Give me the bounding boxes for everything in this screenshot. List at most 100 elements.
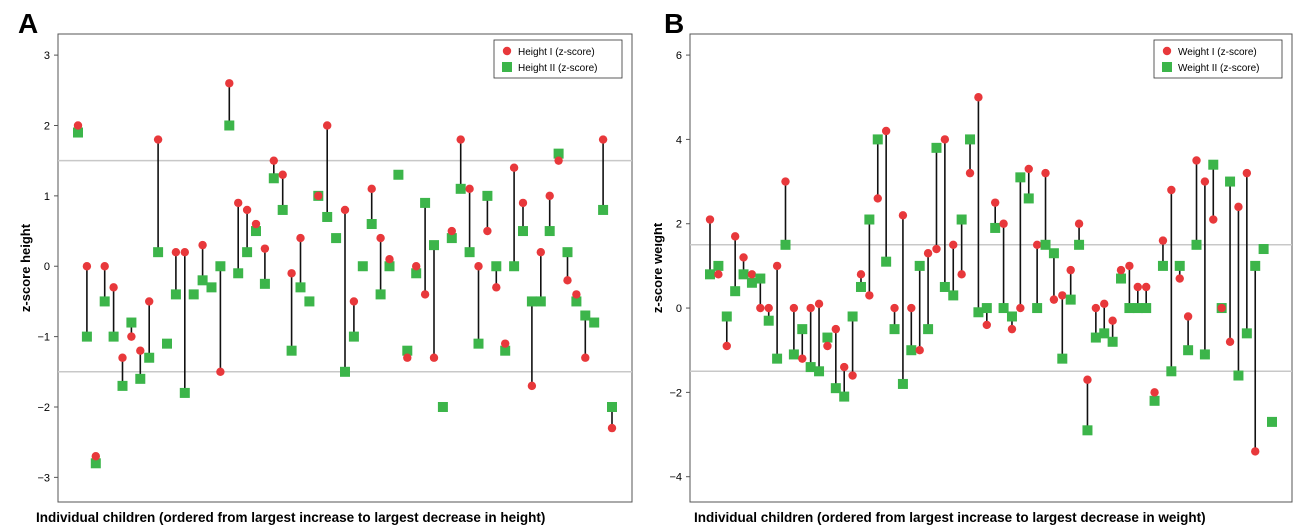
series2-point <box>998 303 1009 314</box>
y-tick-label: 3 <box>44 50 50 62</box>
series2-point <box>526 296 537 307</box>
series1-point <box>739 253 748 262</box>
series1-point <box>501 339 510 348</box>
series2-point <box>705 269 715 280</box>
series2-point <box>872 134 883 145</box>
series2-point <box>1074 239 1085 250</box>
series2-point <box>277 204 288 215</box>
series2-point <box>144 352 155 363</box>
series1-point <box>1125 261 1134 271</box>
series1-point <box>1200 177 1210 186</box>
series1-point <box>136 346 145 355</box>
series1-point <box>1016 303 1025 313</box>
series2-point <box>322 211 333 222</box>
series1-point <box>1007 324 1017 334</box>
series2-point <box>965 134 976 145</box>
x-axis-label: Individual children (ordered from larges… <box>694 510 1206 525</box>
y-tick-label: 6 <box>676 50 682 62</box>
series2-point <box>259 278 270 289</box>
series1-point <box>756 303 765 313</box>
series1-point <box>269 156 278 165</box>
series2-point <box>1116 273 1127 284</box>
legend: Height I (z-score) Height II (z-score) <box>493 39 623 79</box>
series1-point <box>91 452 101 461</box>
y-tick-label: 0 <box>676 303 682 315</box>
series1-point <box>898 211 908 220</box>
series1-point <box>73 121 83 130</box>
series1-point <box>974 93 983 102</box>
series2-point <box>847 311 858 322</box>
series2-point <box>126 317 137 328</box>
series2-point <box>375 289 386 300</box>
series2-point <box>535 296 546 307</box>
series1-point <box>881 126 891 136</box>
series1-point <box>1150 388 1159 397</box>
series1-point <box>456 135 465 144</box>
series2-point <box>1132 303 1143 314</box>
series2-point <box>931 142 942 153</box>
series2-point <box>814 366 825 377</box>
series2-point <box>393 169 404 180</box>
series1-point <box>598 135 608 144</box>
series2-point <box>108 331 119 342</box>
series2-point <box>571 296 582 307</box>
series2-point <box>1057 353 1068 364</box>
series1-point <box>225 79 234 88</box>
y-tick-label: 2 <box>676 219 682 231</box>
series2-point <box>1208 159 1219 170</box>
series1-point <box>722 341 731 351</box>
legend-label: Height I (z-score) <box>518 47 595 58</box>
panel-letter: A <box>18 8 39 39</box>
series2-point <box>1183 345 1194 356</box>
series1-point <box>483 226 492 236</box>
series2-point <box>491 261 502 272</box>
series1-point <box>145 297 154 306</box>
series1-point <box>714 270 723 279</box>
series2-point <box>956 214 967 225</box>
series2-point <box>437 401 448 412</box>
series1-point <box>1058 291 1067 300</box>
series1-point <box>1192 156 1201 165</box>
series1-point <box>554 156 563 165</box>
series2-point <box>170 289 181 300</box>
series2-point <box>1065 294 1076 305</box>
y-axis-label: z-score weight <box>654 222 665 313</box>
series1-point <box>447 226 456 236</box>
series2-point <box>1149 395 1160 406</box>
series1-point <box>314 191 323 201</box>
series1-point <box>1074 219 1084 228</box>
series1-point <box>949 240 958 250</box>
series1-point <box>1225 337 1235 346</box>
series2-point <box>788 349 799 360</box>
series2-point <box>797 324 808 335</box>
series2-point <box>589 317 600 328</box>
series2-point <box>81 331 92 342</box>
series2-point <box>1191 239 1202 250</box>
legend-label: Weight II (z-score) <box>1178 63 1260 74</box>
y-tick-label: −1 <box>37 332 50 344</box>
series2-point <box>331 233 342 244</box>
series2-point <box>713 260 724 271</box>
series2-point <box>738 269 749 280</box>
series2-point <box>855 281 866 292</box>
series1-point <box>1167 185 1176 195</box>
series1-point <box>367 184 376 194</box>
series2-point <box>1099 328 1110 339</box>
series2-point <box>544 226 555 237</box>
series2-point <box>500 345 511 356</box>
series1-point <box>1049 295 1059 304</box>
series2-point <box>1199 349 1210 360</box>
series2-point <box>340 366 350 377</box>
legend-label: Height II (z-score) <box>518 63 597 74</box>
series1-point <box>1234 202 1243 212</box>
series1-point <box>109 283 118 292</box>
series2-point <box>780 239 791 250</box>
series1-point <box>216 367 225 377</box>
series2-point <box>99 296 110 307</box>
series2-point <box>464 247 475 258</box>
series1-point <box>385 255 394 264</box>
series2-point <box>384 261 395 272</box>
series2-point <box>772 353 783 364</box>
series1-point <box>873 194 882 203</box>
series1-point <box>420 290 430 299</box>
